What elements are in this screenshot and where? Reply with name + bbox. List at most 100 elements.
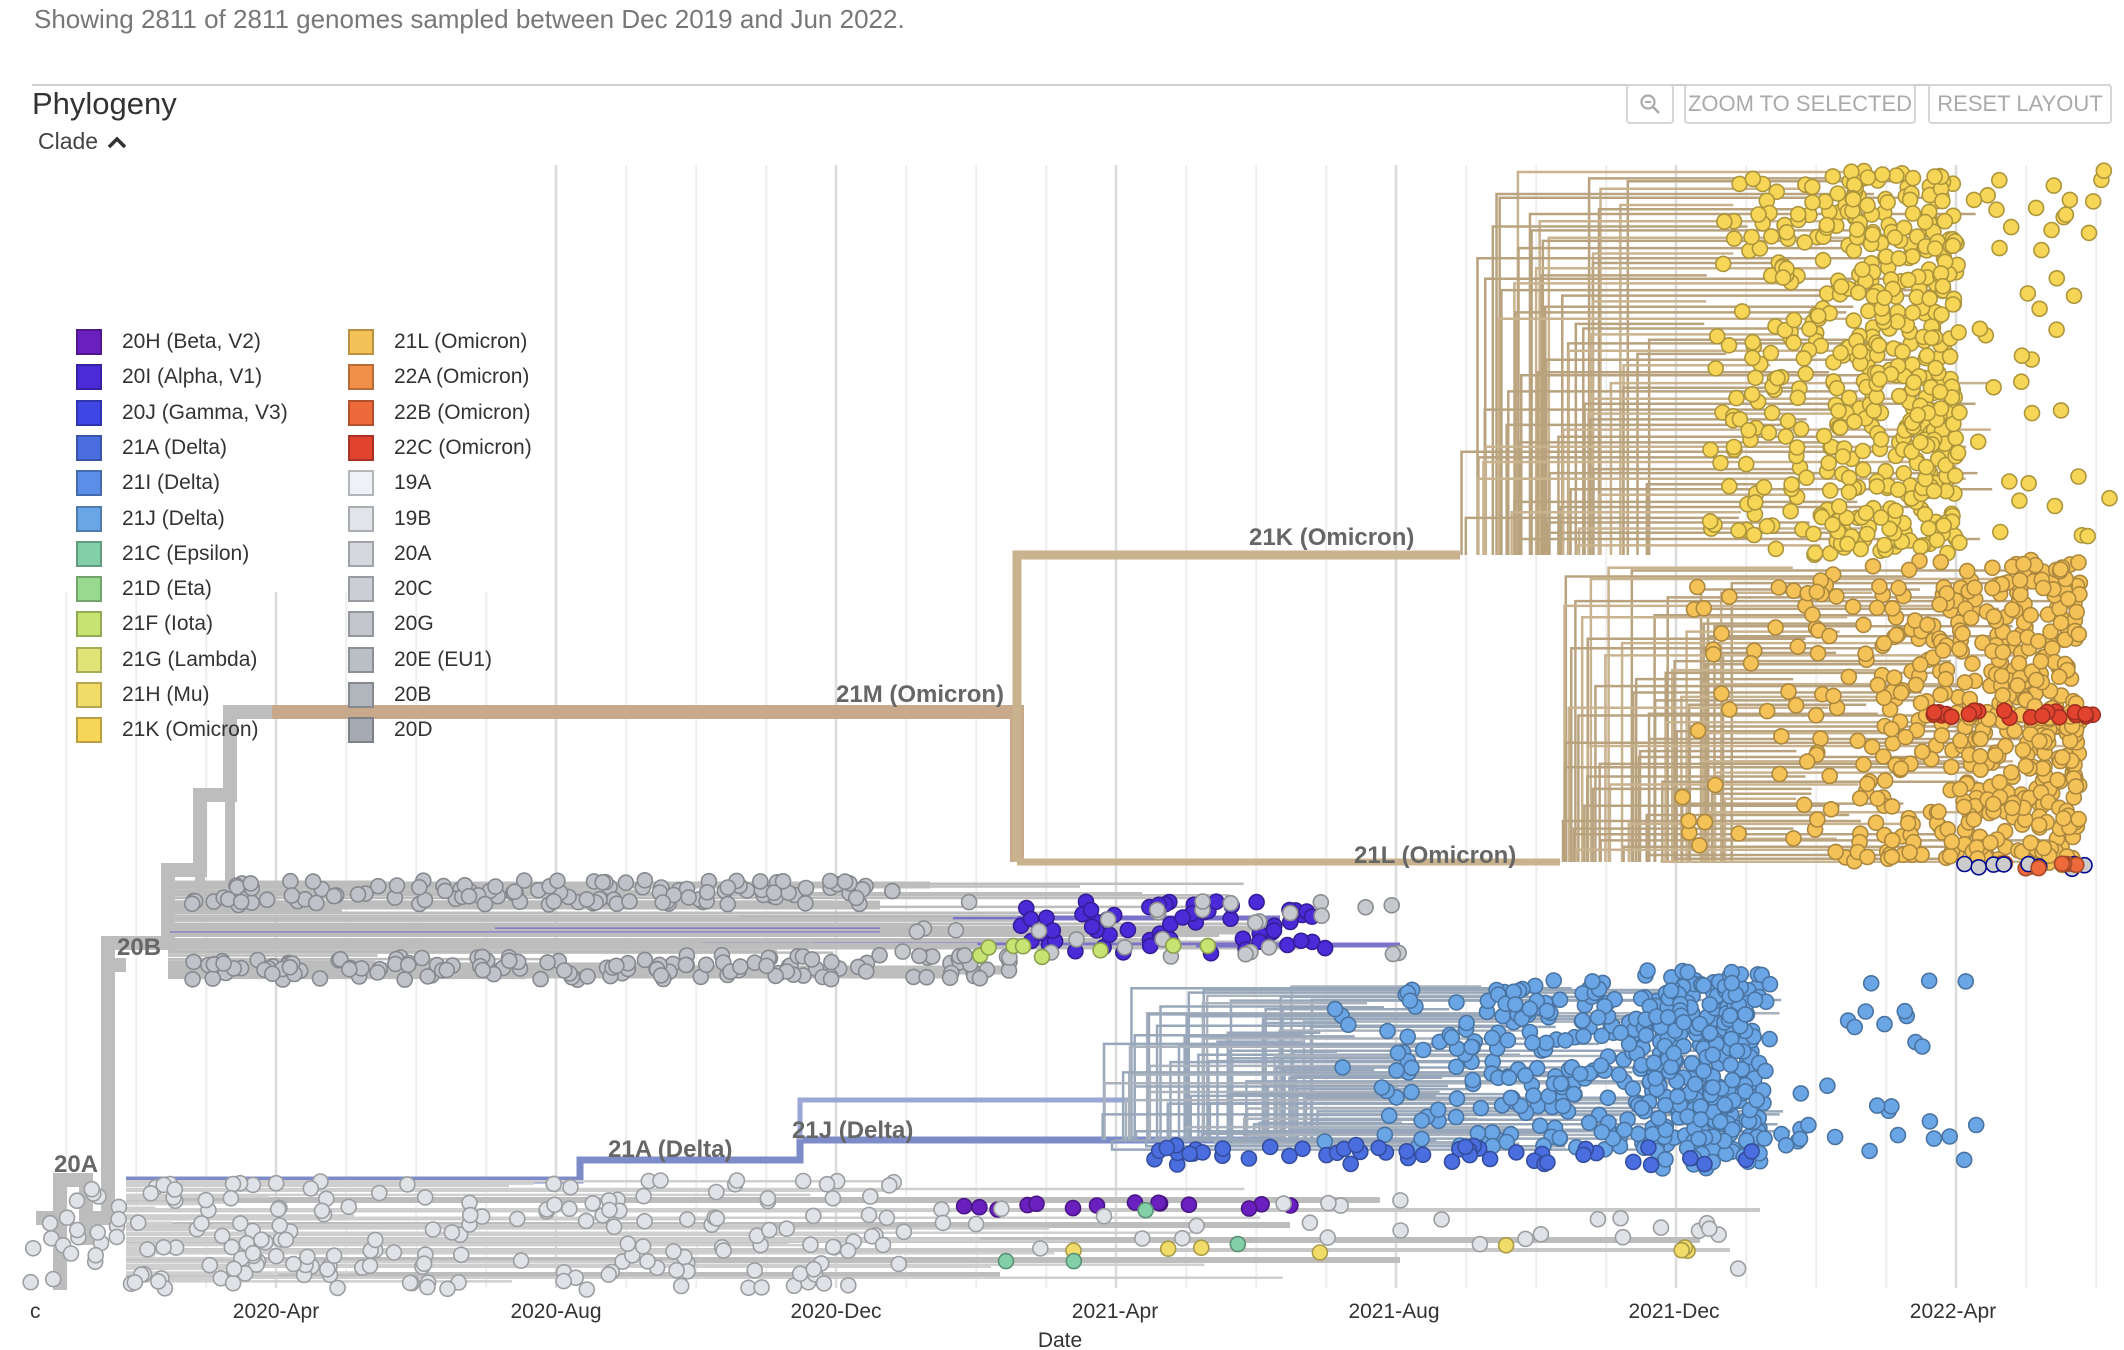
- legend-item[interactable]: 21I (Delta): [76, 470, 220, 497]
- tip-point[interactable]: [2001, 473, 2018, 490]
- tip-point[interactable]: [1867, 814, 1885, 832]
- tip-point[interactable]: [244, 1244, 262, 1262]
- tip-point[interactable]: [1785, 311, 1803, 329]
- tip-point[interactable]: [1916, 213, 1934, 231]
- tip-point[interactable]: [1876, 536, 1893, 554]
- tip-point[interactable]: [1311, 1244, 1329, 1261]
- tip-point[interactable]: [2031, 732, 2048, 750]
- tip-point[interactable]: [416, 1189, 434, 1206]
- tip-point[interactable]: [410, 878, 428, 896]
- tip-point[interactable]: [2034, 707, 2051, 725]
- tip-point[interactable]: [1771, 765, 1788, 783]
- tip-point[interactable]: [1701, 513, 1719, 530]
- tip-point[interactable]: [1941, 1128, 1958, 1145]
- tip-point[interactable]: [1875, 748, 1892, 765]
- tip-point[interactable]: [1701, 996, 1719, 1013]
- tip-point[interactable]: [1745, 526, 1763, 544]
- tip-point[interactable]: [68, 1192, 86, 1209]
- tip-point[interactable]: [461, 1206, 479, 1224]
- tip-point[interactable]: [271, 1217, 289, 1234]
- tip-point[interactable]: [1033, 948, 1051, 966]
- legend-item[interactable]: 20C: [348, 576, 433, 603]
- tip-point[interactable]: [1502, 1089, 1520, 1107]
- tip-point[interactable]: [1821, 767, 1838, 785]
- tip-point[interactable]: [1826, 1128, 1844, 1146]
- tip-point[interactable]: [1993, 667, 2011, 685]
- tip-point[interactable]: [1876, 1015, 1893, 1033]
- tip-point[interactable]: [1840, 483, 1858, 501]
- tip-point[interactable]: [654, 894, 672, 911]
- tip-point[interactable]: [1320, 1194, 1337, 1212]
- tip-point[interactable]: [1682, 1150, 1699, 1167]
- tip-point[interactable]: [1904, 304, 1922, 322]
- legend-item[interactable]: 20H (Beta, V2): [76, 329, 261, 355]
- tip-point[interactable]: [1890, 579, 1907, 597]
- tip-point[interactable]: [1949, 444, 1967, 462]
- tip-point[interactable]: [1871, 578, 1888, 595]
- tip-point[interactable]: [1704, 1079, 1722, 1096]
- tip-point[interactable]: [824, 1190, 842, 1207]
- tip-point[interactable]: [1951, 640, 1968, 658]
- tip-point[interactable]: [2035, 579, 2052, 597]
- tip-point[interactable]: [908, 923, 926, 941]
- tip-point[interactable]: [436, 882, 454, 900]
- tip-point[interactable]: [1814, 251, 1832, 269]
- tip-point[interactable]: [1876, 289, 1893, 307]
- tip-point[interactable]: [1647, 1070, 1664, 1087]
- tip-point[interactable]: [1798, 753, 1816, 770]
- tip-point[interactable]: [1624, 1080, 1642, 1097]
- tip-point[interactable]: [24, 1240, 42, 1257]
- tip-point[interactable]: [1773, 727, 1790, 745]
- tip-point[interactable]: [1943, 758, 1960, 776]
- tip-point[interactable]: [1859, 525, 1876, 543]
- tip-point[interactable]: [2070, 810, 2087, 828]
- tip-point[interactable]: [967, 1215, 985, 1233]
- tip-point[interactable]: [1399, 1028, 1416, 1046]
- tip-point[interactable]: [1834, 448, 1852, 465]
- legend-item[interactable]: 21C (Epsilon): [76, 540, 249, 567]
- tip-point[interactable]: [1082, 901, 1100, 919]
- tip-point[interactable]: [2068, 603, 2085, 621]
- tip-point[interactable]: [746, 1262, 764, 1279]
- tip-point[interactable]: [719, 895, 737, 913]
- tip-point[interactable]: [1721, 701, 1738, 718]
- tip-point[interactable]: [2059, 590, 2077, 608]
- tip-point[interactable]: [1701, 1024, 1719, 1042]
- tip-point[interactable]: [1820, 454, 1837, 472]
- tip-point[interactable]: [1531, 1117, 1549, 1134]
- tip-point[interactable]: [1830, 402, 1847, 420]
- tip-point[interactable]: [1876, 772, 1894, 789]
- tip-point[interactable]: [1972, 730, 1989, 748]
- tip-point[interactable]: [997, 1252, 1015, 1270]
- tip-point[interactable]: [956, 947, 973, 964]
- tip-point[interactable]: [797, 879, 815, 897]
- tip-point[interactable]: [2030, 859, 2047, 877]
- tip-point[interactable]: [1193, 1239, 1210, 1256]
- tip-point[interactable]: [1956, 674, 1974, 691]
- tip-point[interactable]: [1737, 1006, 1754, 1023]
- tip-point[interactable]: [1900, 561, 1918, 579]
- tip-point[interactable]: [1937, 670, 1955, 688]
- tip-point[interactable]: [1770, 579, 1788, 596]
- tip-point[interactable]: [1840, 668, 1858, 686]
- tip-point[interactable]: [1028, 1195, 1045, 1213]
- tip-point[interactable]: [2023, 404, 2041, 422]
- tip-point[interactable]: [1886, 669, 1903, 687]
- tip-point[interactable]: [1859, 169, 1877, 186]
- tip-point[interactable]: [1951, 780, 1969, 798]
- tip-point[interactable]: [2013, 347, 2031, 365]
- tip-point[interactable]: [1844, 191, 1862, 208]
- tip-point[interactable]: [1860, 302, 1877, 320]
- tip-point[interactable]: [2003, 799, 2021, 817]
- tip-point[interactable]: [1471, 1235, 1489, 1253]
- tip-point[interactable]: [2030, 816, 2048, 834]
- tip-point[interactable]: [1828, 588, 1845, 605]
- tip-point[interactable]: [1714, 255, 1732, 273]
- tip-point[interactable]: [1777, 1137, 1795, 1154]
- tip-point[interactable]: [1926, 168, 1943, 185]
- tip-point[interactable]: [1801, 320, 1818, 338]
- tip-point[interactable]: [1941, 847, 1959, 865]
- tip-point[interactable]: [1868, 599, 1886, 617]
- tip-point[interactable]: [765, 884, 783, 902]
- tip-point[interactable]: [1716, 213, 1733, 230]
